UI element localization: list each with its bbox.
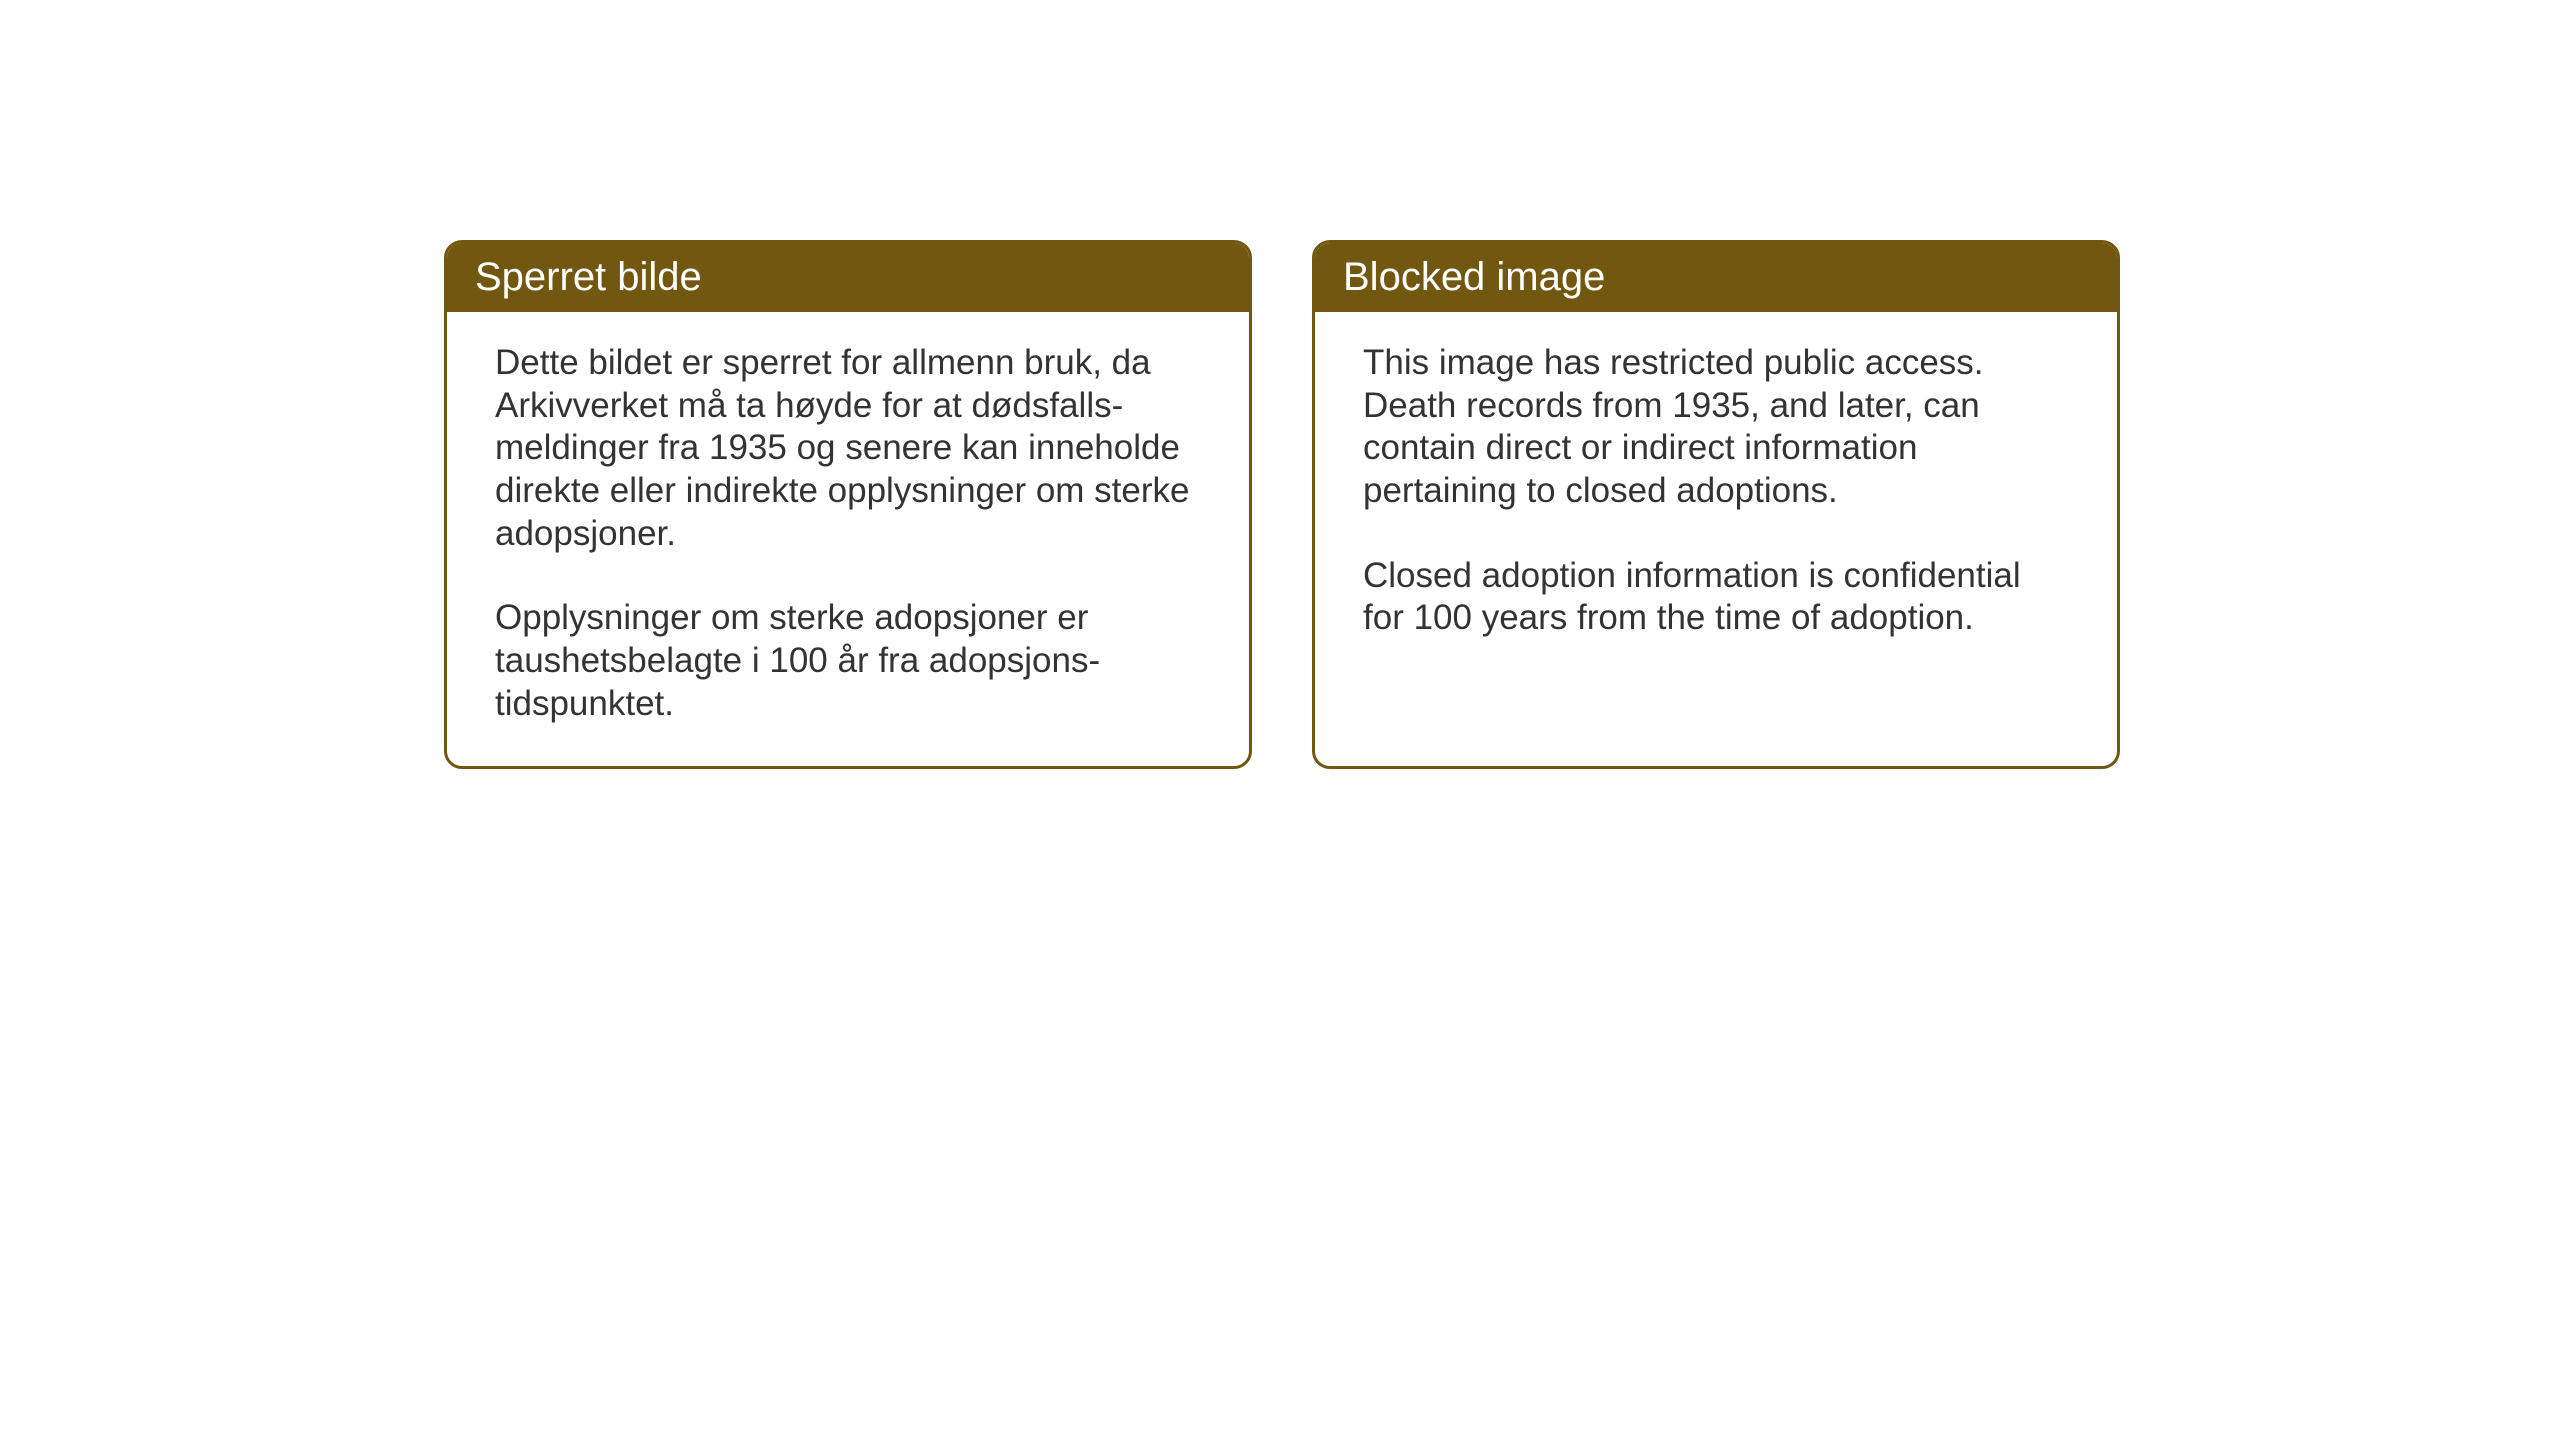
card-body-norwegian: Dette bildet er sperret for allmenn bruk… (447, 312, 1249, 766)
card-title-norwegian: Sperret bilde (475, 255, 702, 299)
card-paragraph-1-norwegian: Dette bildet er sperret for allmenn bruk… (495, 342, 1201, 555)
card-title-english: Blocked image (1343, 255, 1605, 299)
card-paragraph-2-english: Closed adoption information is confident… (1363, 555, 2069, 640)
card-body-english: This image has restricted public access.… (1315, 312, 2117, 680)
notice-card-english: Blocked image This image has restricted … (1312, 240, 2120, 769)
card-paragraph-1-english: This image has restricted public access.… (1363, 342, 2069, 513)
card-header-english: Blocked image (1315, 243, 2117, 312)
card-header-norwegian: Sperret bilde (447, 243, 1249, 312)
notice-card-norwegian: Sperret bilde Dette bildet er sperret fo… (444, 240, 1252, 769)
card-paragraph-2-norwegian: Opplysninger om sterke adopsjoner er tau… (495, 597, 1201, 725)
notice-container: Sperret bilde Dette bildet er sperret fo… (444, 240, 2120, 769)
